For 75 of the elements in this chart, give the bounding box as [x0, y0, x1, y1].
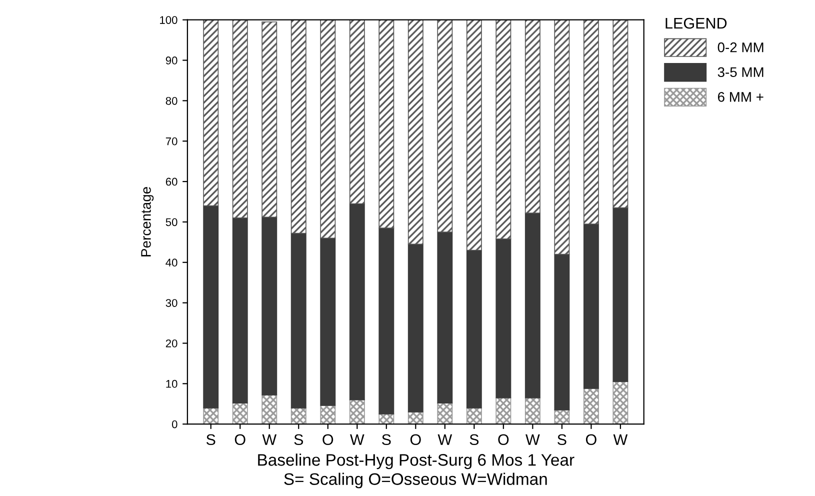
x-tick-label: S — [206, 434, 216, 446]
bar — [554, 254, 570, 410]
bar — [378, 228, 394, 414]
bar — [583, 20, 599, 224]
legend-title: LEGEND — [666, 18, 727, 29]
y-tick-label: 60 — [166, 178, 178, 186]
bar — [232, 402, 248, 424]
y-axis-title: Percentage — [141, 187, 154, 256]
bar — [262, 21, 278, 218]
bar — [349, 20, 365, 204]
bar — [554, 410, 570, 424]
y-tick-label: 90 — [166, 56, 178, 64]
bar — [203, 407, 219, 424]
bar — [496, 397, 512, 424]
bar — [554, 20, 570, 255]
bar — [466, 407, 482, 424]
y-tick-label: 70 — [166, 137, 178, 146]
bar — [466, 250, 482, 408]
x-tick-label: S — [294, 434, 304, 446]
bar — [232, 20, 248, 218]
bar — [408, 20, 424, 245]
legend-label: 6 MM + — [718, 92, 764, 102]
y-tick-label: 10 — [166, 380, 178, 388]
bar — [437, 20, 453, 232]
bar — [290, 407, 306, 424]
x-tick-label: S — [470, 434, 479, 446]
bar — [583, 224, 599, 389]
bar — [349, 399, 365, 424]
bar — [408, 244, 424, 412]
bar — [524, 397, 540, 424]
x-tick-label: O — [322, 434, 334, 446]
x-axis-title: Baseline Post-Hyg Post-Surg 6 Mos 1 Year S= Scaling O=Osseous W=Widman — [258, 454, 574, 488]
y-tick-label: 40 — [166, 258, 178, 267]
bar — [290, 20, 306, 234]
legend-label: 0-2 MM — [718, 42, 764, 52]
bar — [320, 20, 336, 239]
bar — [232, 218, 248, 404]
x-tick-label: O — [586, 434, 596, 446]
y-tick-label: 30 — [166, 299, 178, 307]
y-tick-label: 0 — [172, 420, 178, 428]
bar — [320, 405, 336, 424]
bar — [437, 402, 453, 424]
bar — [496, 20, 512, 240]
bar — [496, 238, 512, 398]
x-tick-label: W — [438, 434, 452, 445]
x-tick-label: O — [410, 434, 421, 446]
x-tick-label: W — [350, 434, 364, 445]
y-tick-label: 50 — [166, 218, 178, 226]
bar — [612, 20, 628, 208]
y-tick-label: 20 — [166, 340, 178, 348]
bar — [290, 232, 306, 408]
bar — [612, 207, 628, 382]
x-tick-label: W — [613, 434, 628, 445]
x-tick-label: O — [498, 434, 509, 446]
y-tick-label: 100 — [160, 16, 178, 24]
bar — [349, 203, 365, 400]
bar — [612, 381, 628, 424]
bar — [378, 20, 394, 228]
bar — [524, 20, 540, 214]
bar — [262, 216, 278, 396]
y-tick-label: 80 — [166, 96, 178, 105]
bar — [583, 388, 599, 424]
bar — [320, 238, 336, 406]
x-tick-label: W — [526, 434, 540, 445]
x-tick-label: W — [262, 434, 277, 445]
bar — [203, 205, 219, 408]
x-tick-label: O — [234, 434, 246, 446]
bar — [437, 232, 453, 404]
x-tick-label: S — [558, 434, 566, 446]
bar — [262, 394, 278, 424]
legend-label: 3-5 MM — [718, 67, 764, 78]
bar — [466, 20, 482, 251]
bar — [203, 20, 219, 206]
x-tick-label: S — [382, 434, 391, 446]
bar — [524, 212, 540, 398]
